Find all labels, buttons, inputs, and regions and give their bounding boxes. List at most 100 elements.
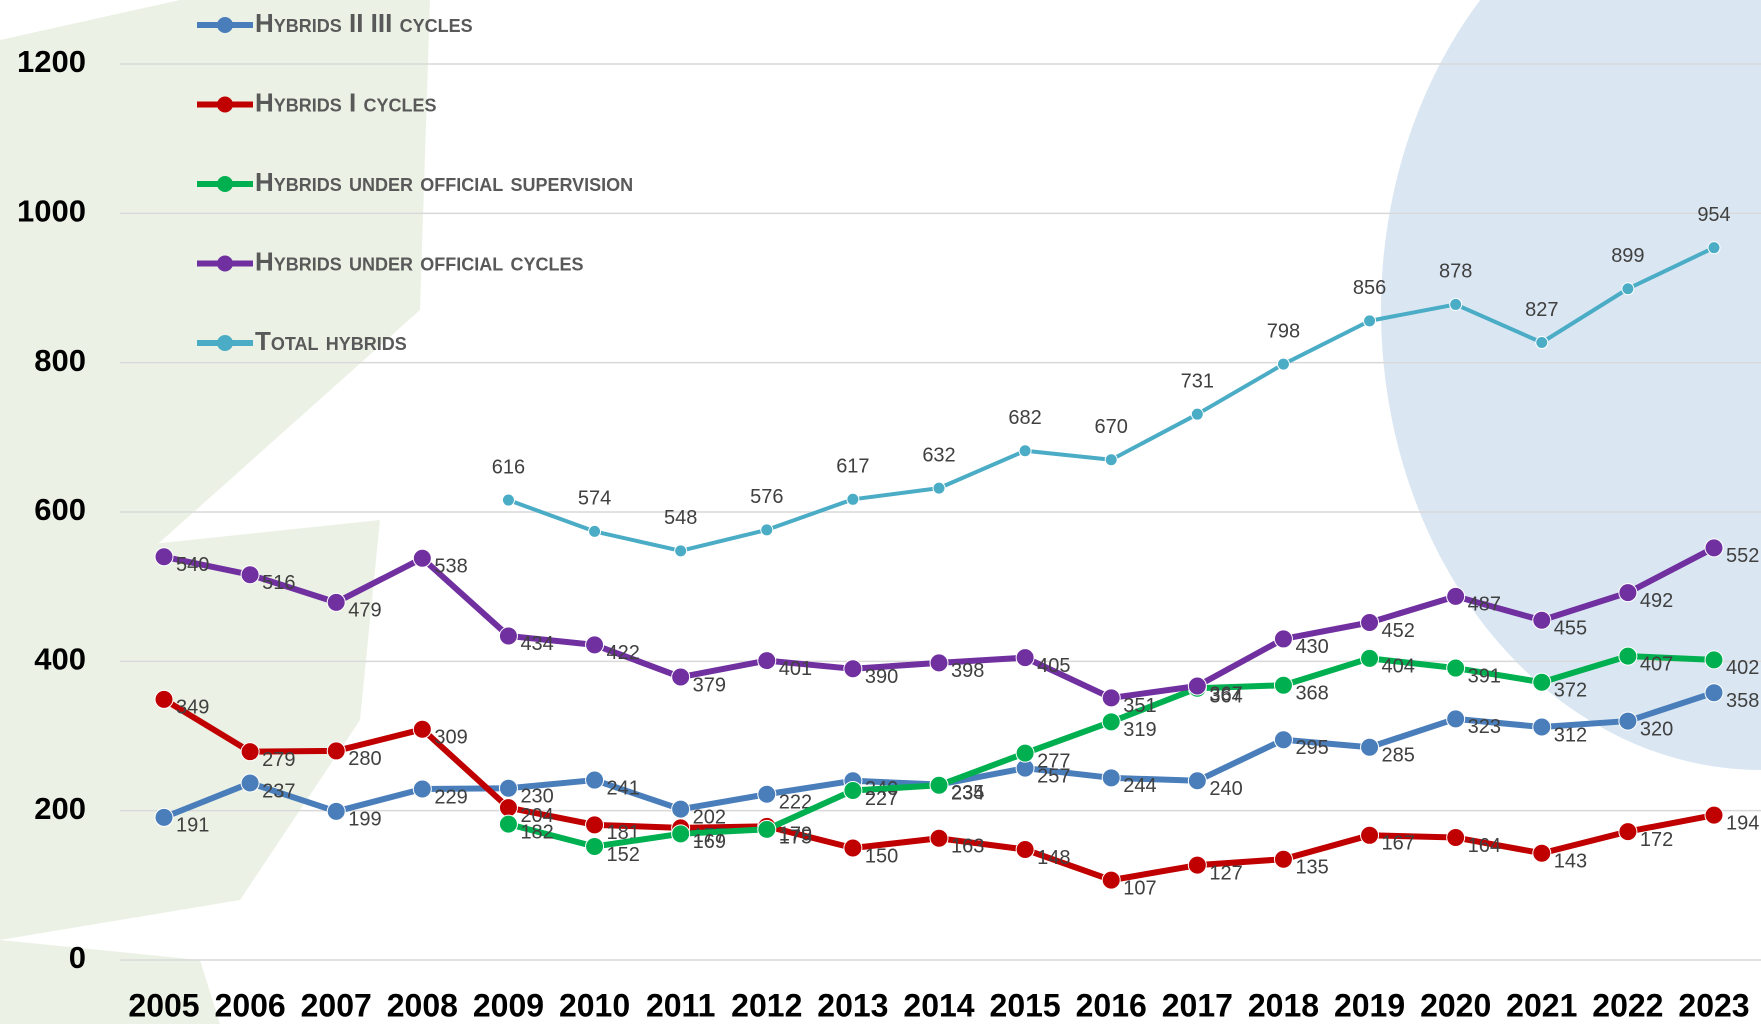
data-label: 404	[1382, 656, 1415, 678]
data-label: 191	[176, 815, 209, 837]
data-point	[502, 494, 514, 506]
data-point	[933, 482, 945, 494]
x-tick-label: 2008	[387, 987, 458, 1023]
data-point	[1277, 358, 1289, 370]
data-label: 731	[1181, 370, 1214, 392]
y-tick-label: 1200	[17, 44, 86, 79]
data-label: 244	[1123, 775, 1156, 797]
data-label: 194	[1726, 812, 1759, 834]
data-label: 349	[176, 697, 209, 719]
data-point	[675, 545, 687, 557]
data-label: 552	[1726, 545, 1759, 567]
data-label: 516	[262, 572, 295, 594]
data-label: 367	[1209, 683, 1242, 705]
data-point	[1533, 611, 1551, 629]
data-point	[586, 838, 604, 856]
chart: 0200400600800100012002005200620072008200…	[0, 0, 1761, 1024]
data-label: 391	[1468, 665, 1501, 687]
y-tick-label: 200	[34, 791, 86, 826]
data-point	[1364, 315, 1376, 327]
data-label: 175	[779, 827, 812, 849]
data-label: 167	[1382, 833, 1415, 855]
data-label: 152	[607, 844, 640, 866]
data-label: 169	[693, 831, 726, 853]
data-point	[1705, 651, 1723, 669]
data-point	[1447, 587, 1465, 605]
data-label: 312	[1554, 724, 1587, 746]
data-point	[1102, 689, 1120, 707]
data-point	[413, 780, 431, 798]
data-label: 241	[607, 777, 640, 799]
data-point	[672, 800, 690, 818]
data-point	[1708, 242, 1720, 254]
x-tick-label: 2005	[128, 987, 199, 1023]
data-point	[1188, 677, 1206, 695]
y-tick-label: 800	[34, 343, 86, 378]
data-point	[327, 593, 345, 611]
data-point	[1105, 454, 1117, 466]
data-point	[1016, 840, 1034, 858]
data-point	[1361, 614, 1379, 632]
data-point	[1274, 630, 1292, 648]
series: 1912371992292302412022222402352572442402…	[155, 684, 1759, 837]
data-label: 309	[434, 727, 467, 749]
data-point	[413, 720, 431, 738]
data-label: 574	[578, 488, 611, 510]
data-point	[930, 776, 948, 794]
legend-label: Total hybrids	[255, 326, 407, 356]
data-label: 229	[434, 786, 467, 808]
data-label: 280	[348, 748, 381, 770]
data-point	[155, 690, 173, 708]
x-tick-label: 2022	[1592, 987, 1663, 1023]
data-label: 320	[1640, 718, 1673, 740]
data-point	[586, 816, 604, 834]
data-label: 492	[1640, 590, 1673, 612]
x-tick-label: 2019	[1334, 987, 1405, 1023]
data-point	[1361, 826, 1379, 844]
data-label: 237	[262, 780, 295, 802]
data-label: 368	[1295, 683, 1328, 705]
data-point	[844, 839, 862, 857]
data-point	[586, 771, 604, 789]
data-point	[1619, 647, 1637, 665]
data-label: 227	[865, 788, 898, 810]
legend-marker	[217, 17, 233, 33]
data-point	[672, 668, 690, 686]
data-label: 670	[1095, 416, 1128, 438]
x-tick-label: 2009	[473, 987, 544, 1023]
data-label: 351	[1123, 695, 1156, 717]
x-tick-label: 2006	[215, 987, 286, 1023]
data-label: 390	[865, 666, 898, 688]
x-tick-label: 2015	[990, 987, 1061, 1023]
x-tick-label: 2017	[1162, 987, 1233, 1023]
data-point	[1619, 712, 1637, 730]
data-label: 172	[1640, 829, 1673, 851]
data-point	[1016, 744, 1034, 762]
data-label: 127	[1209, 862, 1242, 884]
data-label: 164	[1468, 835, 1501, 857]
data-point	[1705, 806, 1723, 824]
data-label: 452	[1382, 620, 1415, 642]
data-point	[327, 802, 345, 820]
data-label: 240	[1209, 778, 1242, 800]
data-point	[1450, 298, 1462, 310]
data-label: 576	[750, 486, 783, 508]
data-point	[155, 548, 173, 566]
data-point	[1188, 772, 1206, 790]
data-point	[844, 660, 862, 678]
data-label: 548	[664, 507, 697, 529]
data-label: 616	[492, 456, 525, 478]
legend-marker	[217, 176, 233, 192]
y-tick-label: 1000	[17, 194, 86, 229]
data-label: 479	[348, 600, 381, 622]
data-label: 150	[865, 845, 898, 867]
data-label: 163	[951, 836, 984, 858]
data-point	[844, 782, 862, 800]
y-tick-label: 600	[34, 492, 86, 527]
data-point	[1019, 445, 1031, 457]
data-label: 405	[1037, 655, 1070, 677]
legend-marker	[217, 97, 233, 113]
data-label: 323	[1468, 716, 1501, 738]
data-point	[1102, 871, 1120, 889]
data-point	[1619, 584, 1637, 602]
